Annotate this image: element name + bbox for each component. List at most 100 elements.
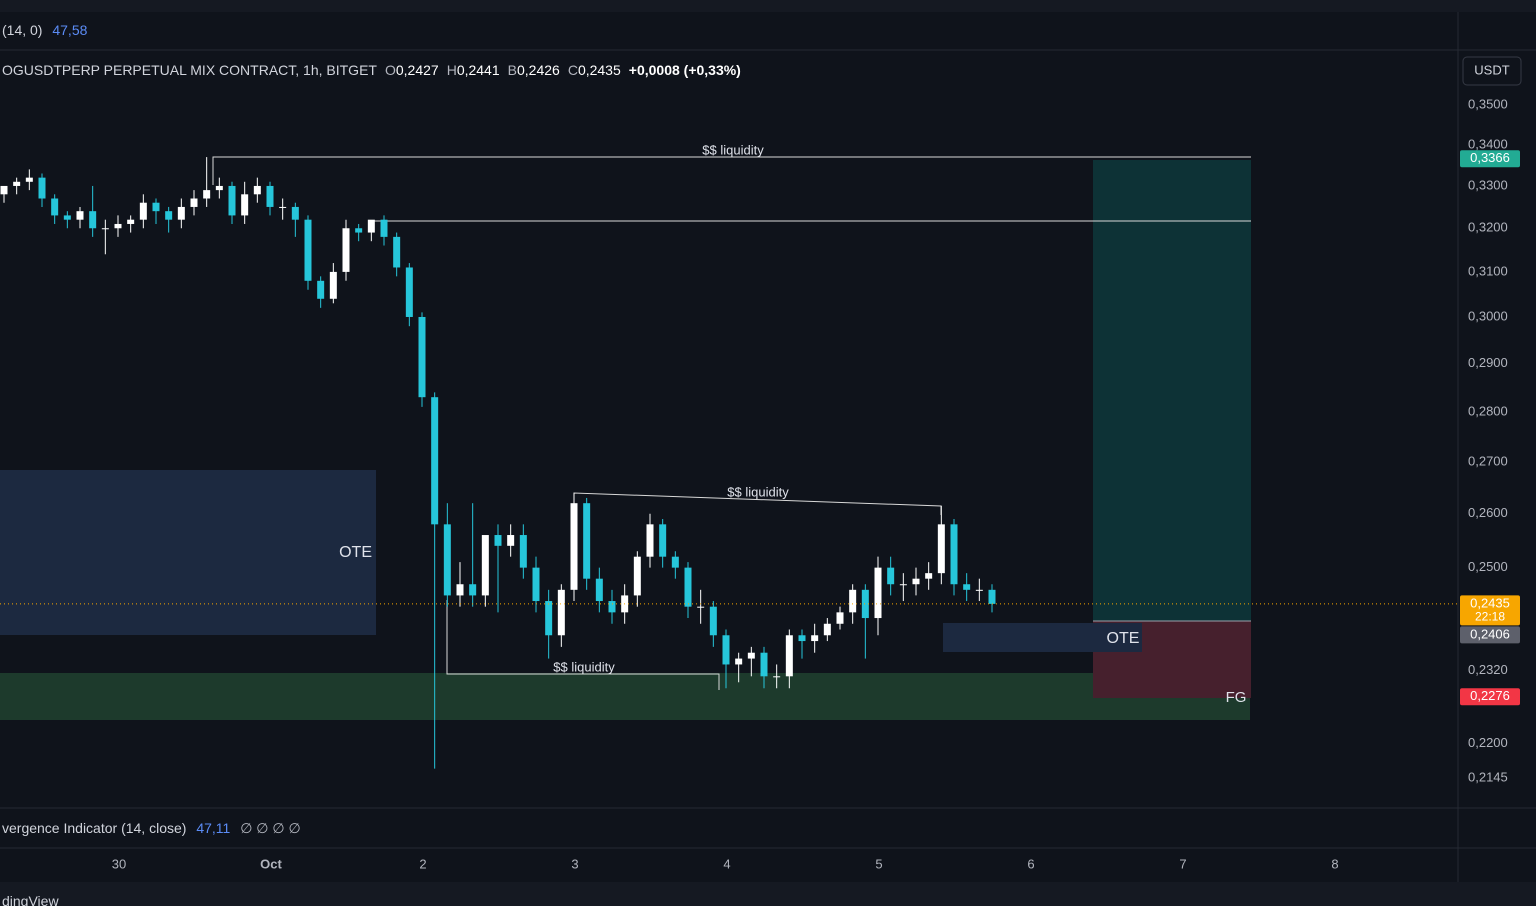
candle-body [747, 652, 755, 659]
annotation: $$ liquidity [702, 142, 764, 157]
candle-body [697, 606, 705, 608]
y-tick-label: 0,2145 [1468, 770, 1508, 785]
candle-body [494, 535, 502, 546]
x-tick-label: 7 [1179, 856, 1186, 871]
candle-body [988, 589, 996, 604]
annotation: FG [1226, 689, 1247, 706]
candle-body [760, 652, 768, 677]
candle-body [633, 556, 641, 596]
price-tag-label: 0,2435 [1470, 595, 1510, 610]
candle-body [317, 280, 325, 299]
price-tag-label: 0,2276 [1470, 688, 1510, 703]
candle-body [355, 228, 363, 233]
ote-zone [943, 623, 1142, 652]
candle-body [773, 676, 781, 678]
y-tick-label: 0,3200 [1468, 220, 1508, 235]
y-tick-label: 0,2200 [1468, 735, 1508, 750]
candle-body [849, 589, 857, 613]
currency[interactable]: USDT [1474, 62, 1509, 77]
candle-body [38, 177, 46, 199]
candle-body [975, 589, 983, 591]
candle-body [393, 236, 401, 268]
y-tick-label: 0,3400 [1468, 136, 1508, 151]
candle-body [342, 228, 350, 272]
candle-body [89, 211, 97, 229]
candle-body [659, 524, 667, 557]
ohlc-value: 0,2427 [395, 62, 439, 78]
candle-body [646, 524, 654, 557]
candle-body [190, 198, 198, 207]
candle-body [443, 524, 451, 596]
annotation: OTE [1107, 630, 1140, 647]
candle-body [304, 219, 312, 281]
fg-zone [0, 673, 1250, 720]
y-tick-label: 0,2500 [1468, 559, 1508, 574]
candle-body [671, 556, 679, 568]
indicator-nulls: ∅ ∅ ∅ ∅ [240, 820, 301, 836]
countdown: 22:18 [1475, 610, 1505, 624]
candle-body [152, 202, 160, 212]
candle-body [380, 219, 388, 237]
candle-body [963, 584, 971, 590]
candle-body [798, 635, 806, 642]
indicator-name: vergence Indicator (14, close) [2, 820, 187, 836]
candle-body [418, 316, 426, 398]
candle-body [203, 190, 211, 199]
candle-body [519, 535, 527, 568]
candle-body [557, 589, 565, 636]
candle-body [177, 206, 185, 220]
y-tick-label: 0,2320 [1468, 662, 1508, 677]
candle-body [583, 503, 591, 579]
candle-body [469, 584, 477, 596]
candle-body [823, 623, 831, 636]
price-tag [1460, 595, 1520, 626]
candle-body [253, 185, 261, 195]
ohlc-value: 0,2435 [577, 62, 621, 78]
candle-body [836, 612, 844, 624]
change: +0,0008 (+0,33%) [628, 62, 741, 78]
candle-body [241, 194, 249, 216]
candle-body [735, 658, 743, 665]
candle-body [570, 503, 578, 590]
ohlc-key: H [446, 62, 457, 78]
candle-body [139, 202, 147, 220]
candle-body [937, 524, 945, 574]
candle-body [507, 535, 515, 546]
bottom-strip [0, 882, 1536, 906]
candle-body [101, 228, 109, 230]
y-tick-label: 0,3500 [1468, 96, 1508, 111]
candle-body [51, 198, 59, 216]
lower-indicator-row: vergence Indicator (14, close) 47,11 ∅ ∅… [2, 820, 301, 837]
target-zone [1093, 160, 1251, 621]
currency-button[interactable] [1462, 56, 1522, 86]
x-tick-label: Oct [260, 856, 282, 871]
y-tick-label: 0,3000 [1468, 308, 1508, 323]
x-tick-label: 3 [571, 856, 578, 871]
x-tick-label: 8 [1331, 856, 1338, 871]
indicator-value: 47,11 [196, 820, 231, 836]
candle-body [329, 271, 337, 299]
candle-body [545, 601, 553, 636]
candle-body [861, 589, 869, 619]
y-tick-label: 0,2900 [1468, 355, 1508, 370]
symbol-row: OGUSDTPERP PERPETUAL MIX CONTRACT, 1h, B… [2, 62, 749, 78]
candle-body [405, 267, 413, 317]
x-tick-label: 2 [419, 856, 426, 871]
y-tick-label: 0,2700 [1468, 453, 1508, 468]
annotation: $$ liquidity [553, 659, 615, 674]
ohlc-key: B [507, 62, 517, 78]
candle-body [912, 578, 920, 585]
candle-body [481, 535, 489, 596]
price-tag-label: 0,3366 [1470, 150, 1510, 165]
indicator-row: (14, 0) 47,58 [2, 22, 87, 38]
candle-body [887, 567, 895, 585]
x-tick-label: 5 [875, 856, 882, 871]
candle-body [25, 177, 33, 182]
price-tag [1460, 626, 1520, 644]
ote-zone [0, 470, 376, 635]
ohlc-key: O [384, 62, 396, 78]
x-tick-label: 4 [723, 856, 730, 871]
candle-body [367, 219, 375, 233]
